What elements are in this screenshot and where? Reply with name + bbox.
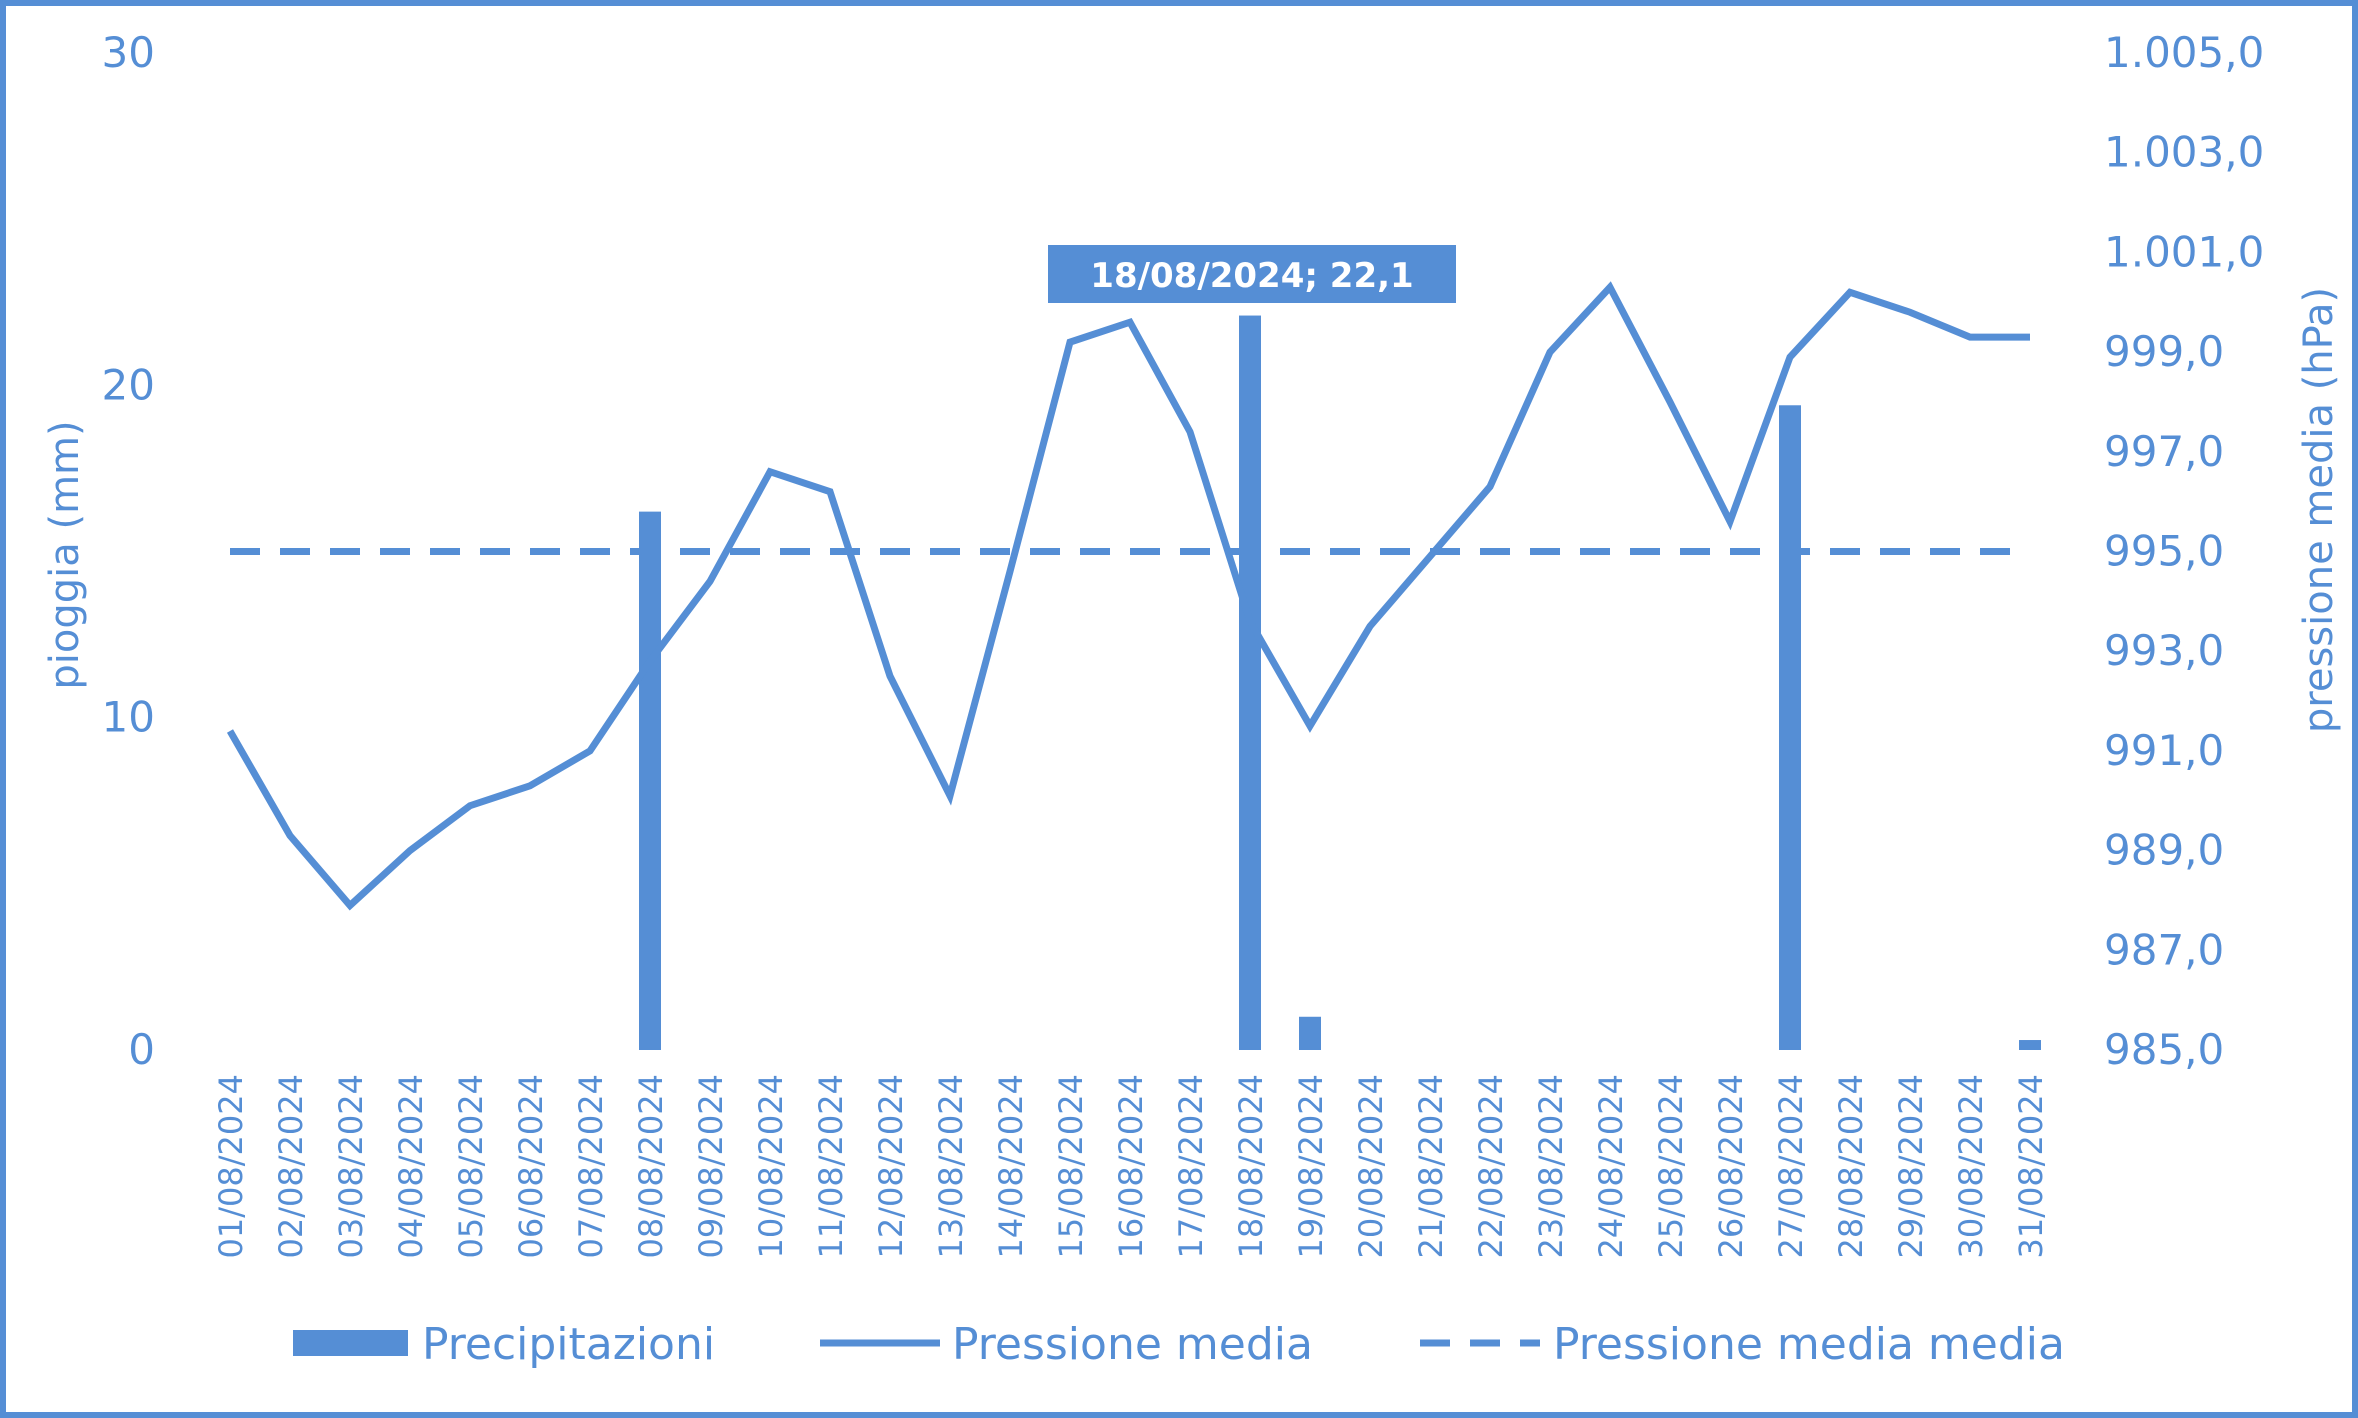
legend-swatch-precipitazioni bbox=[293, 1330, 408, 1356]
x-tick-label: 10/08/2024 bbox=[752, 1074, 790, 1258]
bar-08/08/2024 bbox=[639, 511, 661, 1050]
y-left-tick-label: 0 bbox=[128, 1025, 155, 1074]
x-tick-label: 15/08/2024 bbox=[1052, 1074, 1090, 1258]
y-left-tick-label: 30 bbox=[102, 28, 155, 77]
legend-label-pressione-media: Pressione media bbox=[952, 1319, 1313, 1370]
bar-31/08/2024 bbox=[2019, 1040, 2041, 1050]
y-right-tick-label: 985,0 bbox=[2104, 1025, 2224, 1074]
legend: Precipitazioni Pressione media Pressione m… bbox=[293, 1319, 2065, 1370]
y-axis-left-title: pioggia (mm) bbox=[42, 420, 88, 689]
x-tick-label: 26/08/2024 bbox=[1712, 1074, 1750, 1258]
x-tick-label: 11/08/2024 bbox=[812, 1074, 850, 1258]
y-right-tick-label: 1.003,0 bbox=[2104, 128, 2264, 177]
y-right-tick-label: 999,0 bbox=[2104, 327, 2224, 376]
x-tick-label: 06/08/2024 bbox=[512, 1074, 550, 1258]
x-tick-label: 31/08/2024 bbox=[2012, 1074, 2050, 1258]
y-right-tick-label: 993,0 bbox=[2104, 626, 2224, 675]
x-tick-label: 07/08/2024 bbox=[572, 1074, 610, 1258]
x-tick-label: 17/08/2024 bbox=[1172, 1074, 1210, 1258]
x-tick-label: 27/08/2024 bbox=[1772, 1074, 1810, 1258]
callout-label: 18/08/2024; 22,1 bbox=[1090, 256, 1413, 296]
y-right-tick-label: 1.001,0 bbox=[2104, 227, 2264, 276]
y-right-tick-label: 997,0 bbox=[2104, 427, 2224, 476]
x-axis: 01/08/2024 02/08/2024 03/08/2024 04/08/2024… bbox=[212, 1074, 2050, 1258]
y-right-tick-label: 989,0 bbox=[2104, 826, 2224, 875]
y-right-tick-label: 1.005,0 bbox=[2104, 28, 2264, 77]
series-line-pressione-media bbox=[226, 281, 2030, 911]
x-tick-label: 30/08/2024 bbox=[1952, 1074, 1990, 1258]
x-tick-label: 13/08/2024 bbox=[932, 1074, 970, 1258]
x-tick-label: 29/08/2024 bbox=[1892, 1074, 1930, 1258]
y-right-tick-label: 995,0 bbox=[2104, 527, 2224, 576]
y-axis-right: 985,0 987,0 989,0 991,0 993,0 995,0 997,0 999,0… bbox=[2104, 28, 2264, 1074]
bar-19/08/2024 bbox=[1299, 1016, 1321, 1050]
x-tick-label: 19/08/2024 bbox=[1292, 1074, 1330, 1258]
bar-27/08/2024 bbox=[1779, 405, 1801, 1051]
x-tick-label: 04/08/2024 bbox=[392, 1074, 430, 1258]
x-tick-label: 03/08/2024 bbox=[332, 1074, 370, 1258]
x-tick-label: 24/08/2024 bbox=[1592, 1074, 1630, 1258]
callouts-layer: 18/08/2024; 22,1 bbox=[1048, 245, 1456, 303]
legend-label-precipitazioni: Precipitazioni bbox=[422, 1319, 715, 1370]
x-tick-label: 23/08/2024 bbox=[1532, 1074, 1570, 1258]
y-axis-left: 0 10 20 30 bbox=[102, 28, 155, 1074]
y-left-tick-label: 20 bbox=[102, 360, 155, 409]
x-tick-label: 21/08/2024 bbox=[1412, 1074, 1450, 1258]
bar-18/08/2024 bbox=[1239, 315, 1261, 1050]
legend-label-pressione-media-media: Pressione media media bbox=[1553, 1319, 2065, 1370]
bars-layer bbox=[639, 315, 2041, 1051]
x-tick-label: 18/08/2024 bbox=[1232, 1074, 1270, 1258]
x-tick-label: 09/08/2024 bbox=[692, 1074, 730, 1258]
x-tick-label: 25/08/2024 bbox=[1652, 1074, 1690, 1258]
y-axis-right-title: pressione media (hPa) bbox=[2296, 287, 2342, 733]
callout-box bbox=[1048, 245, 1456, 303]
y-right-tick-label: 987,0 bbox=[2104, 925, 2224, 974]
x-tick-label: 05/08/2024 bbox=[452, 1074, 490, 1258]
x-tick-label: 08/08/2024 bbox=[632, 1074, 670, 1258]
x-tick-label: 14/08/2024 bbox=[992, 1074, 1030, 1258]
lines-layer bbox=[226, 281, 2030, 911]
x-tick-label: 16/08/2024 bbox=[1112, 1074, 1150, 1258]
x-tick-label: 22/08/2024 bbox=[1472, 1074, 1510, 1258]
x-tick-label: 12/08/2024 bbox=[872, 1074, 910, 1258]
x-tick-label: 01/08/2024 bbox=[212, 1074, 250, 1258]
y-left-tick-label: 10 bbox=[102, 693, 155, 742]
x-tick-label: 28/08/2024 bbox=[1832, 1074, 1870, 1258]
y-right-tick-label: 991,0 bbox=[2104, 726, 2224, 775]
x-tick-label: 02/08/2024 bbox=[272, 1074, 310, 1258]
x-tick-label: 20/08/2024 bbox=[1352, 1074, 1390, 1258]
